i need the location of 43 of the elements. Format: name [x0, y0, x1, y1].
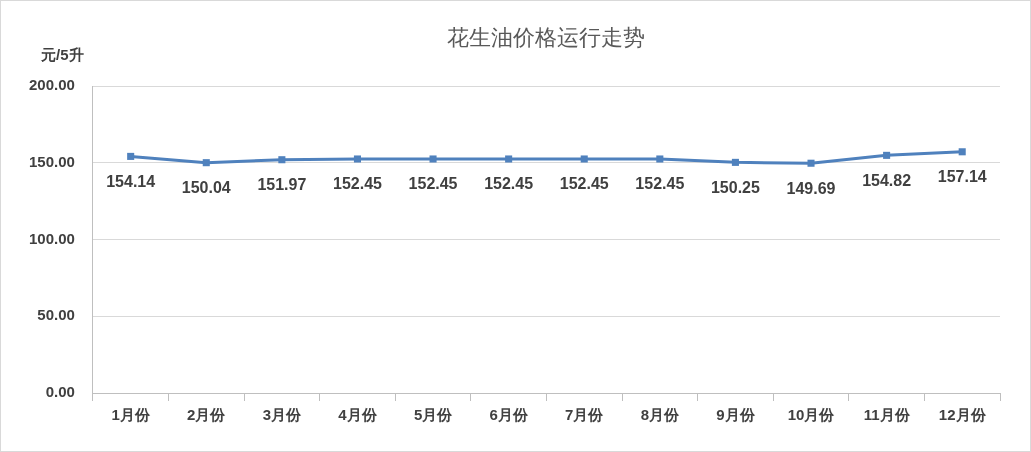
y-tick-label: 100.00 [28, 229, 75, 247]
y-tick-label: 50.00 [37, 306, 75, 324]
y-tick-label: 0.00 [45, 383, 75, 401]
point [731, 158, 739, 166]
x-tick-label: 7月份 [565, 406, 605, 424]
x-tick-label: 4月份 [338, 406, 378, 424]
data-label: 152.45 [332, 175, 383, 193]
y-axis-title: 元/5升 [40, 46, 84, 64]
x-tick-label: 12月份 [938, 406, 987, 424]
data-label: 152.45 [484, 175, 534, 193]
data-label: 154.14 [106, 172, 156, 190]
data-label: 157.14 [937, 168, 987, 186]
x-tick-label: 2月份 [187, 406, 227, 424]
chart-title: 花生油价格运行走势 [447, 25, 646, 51]
x-tick-label: 6月份 [489, 406, 529, 424]
x-tick-label: 5月份 [413, 406, 454, 424]
data-label: 152.45 [635, 175, 685, 193]
data-label: 150.04 [181, 179, 231, 197]
y-tick-label: 200.00 [28, 76, 75, 94]
data-label: 150.25 [710, 178, 760, 196]
data-label: 152.45 [408, 175, 458, 193]
point [883, 151, 891, 159]
data-label: 151.97 [257, 176, 307, 194]
y-tick-label: 150.00 [28, 152, 75, 170]
data-label: 152.45 [559, 175, 609, 193]
data-label: 154.82 [862, 171, 912, 189]
point [505, 155, 513, 163]
x-tick-label: 9月份 [716, 406, 756, 424]
point [353, 155, 361, 163]
point [202, 159, 210, 167]
point [127, 152, 135, 160]
x-tick-label: 11月份 [863, 406, 911, 424]
point [807, 159, 815, 167]
x-tick-label: 8月份 [640, 406, 680, 424]
point [278, 156, 286, 164]
data-label: 149.69 [786, 179, 836, 197]
point [656, 155, 664, 163]
x-tick-label: 10月份 [787, 406, 836, 424]
point [429, 155, 437, 163]
point [958, 148, 966, 156]
point [580, 155, 588, 163]
x-tick-label: 1月份 [111, 406, 151, 424]
x-tick-label: 3月份 [262, 406, 303, 424]
